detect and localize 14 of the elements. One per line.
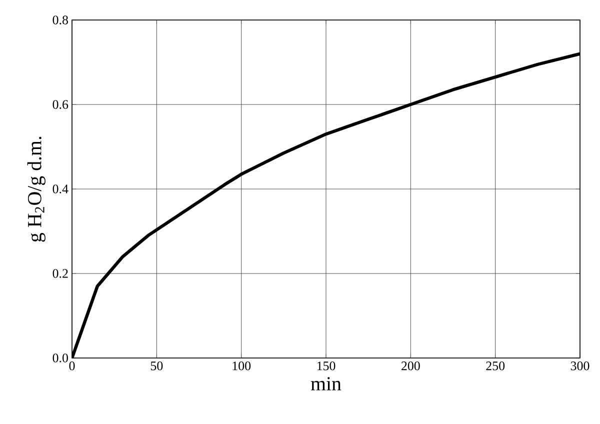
- x-tick-label: 150: [317, 362, 336, 370]
- x-axis-title: min: [310, 377, 342, 390]
- y-axis-title: g H$_{2}$O/g d.m.: [27, 136, 46, 242]
- y-tick-label: 0.0: [52, 354, 68, 362]
- x-tick-label: 100: [232, 362, 251, 370]
- y-tick-label: 0.8: [52, 16, 68, 24]
- x-tick-label: 250: [486, 362, 505, 370]
- x-tick-label: 200: [402, 362, 420, 370]
- x-tick-label: 50: [150, 362, 163, 370]
- x-tick-label: 0: [69, 362, 75, 370]
- y-tick-label: 0.2: [52, 269, 68, 278]
- x-tick-label: 300: [570, 362, 590, 370]
- y-tick-label: 0.4: [52, 184, 68, 194]
- y-tick-label: 0.6: [52, 100, 68, 109]
